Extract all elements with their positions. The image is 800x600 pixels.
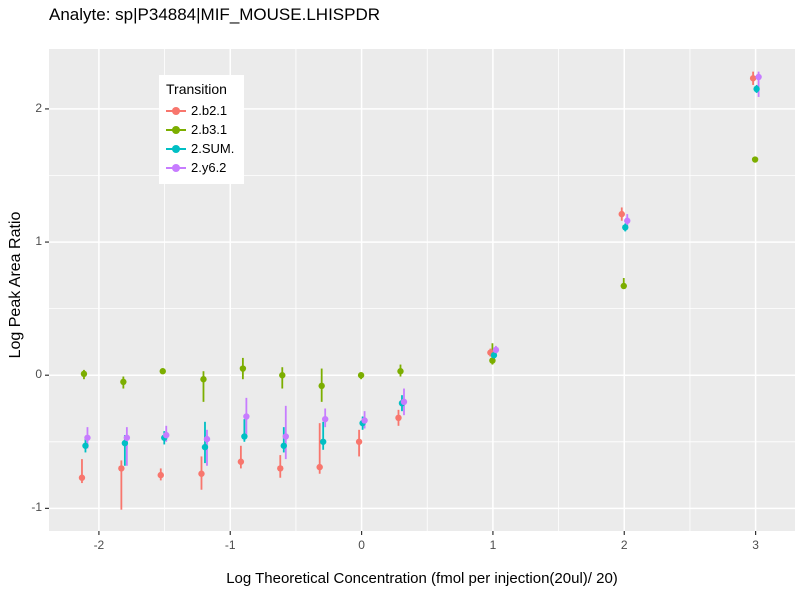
y-tick-label: 2 — [35, 100, 42, 115]
data-point — [239, 365, 247, 372]
data-point — [357, 372, 365, 379]
data-point — [118, 465, 125, 472]
data-point — [749, 75, 757, 82]
data-point — [120, 378, 127, 386]
data-point — [282, 433, 289, 440]
data-point — [200, 376, 207, 383]
legend-item-label: 2.SUM. — [191, 141, 235, 156]
data-point — [321, 415, 329, 423]
legend-key-icon — [166, 123, 186, 137]
data-point — [78, 474, 86, 481]
x-axis-label: Log Theoretical Concentration (fmol per … — [226, 570, 618, 587]
legend-key-icon — [166, 104, 186, 118]
data-point — [751, 156, 759, 163]
data-point — [82, 442, 89, 449]
data-point — [84, 434, 91, 441]
legend-key-icon — [166, 142, 186, 156]
data-point — [198, 470, 205, 477]
data-point — [280, 442, 287, 449]
y-tick-label: 0 — [35, 367, 42, 382]
x-tick-label: -1 — [224, 538, 236, 552]
data-point — [753, 85, 760, 93]
data-point — [490, 352, 498, 359]
legend-item: 2.SUM. — [166, 139, 234, 158]
data-point — [618, 210, 625, 218]
legend-key-icon — [166, 161, 186, 175]
data-point — [243, 413, 250, 420]
data-point — [400, 398, 408, 406]
data-point — [489, 357, 496, 364]
data-point — [361, 417, 368, 424]
data-point — [355, 438, 363, 445]
x-tick-label: -2 — [93, 538, 105, 552]
data-point — [163, 431, 170, 439]
legend-item-label: 2.b2.1 — [191, 103, 228, 118]
data-point — [397, 368, 404, 375]
legend-item: 2.b2.1 — [166, 101, 234, 120]
data-point — [159, 368, 166, 375]
data-point — [121, 439, 129, 447]
data-point — [395, 414, 402, 422]
data-point — [319, 438, 327, 445]
data-point — [237, 458, 245, 465]
data-point — [620, 282, 627, 290]
y-tick-label: 1 — [35, 234, 42, 249]
data-point — [624, 217, 631, 224]
x-tick-label: 0 — [358, 538, 365, 552]
legend-item-label: 2.y6.2 — [191, 160, 227, 175]
data-point — [755, 73, 762, 81]
data-point — [622, 224, 629, 231]
data-point — [316, 463, 323, 471]
data-point — [492, 346, 500, 354]
plot-title: Analyte: sp|P34884|MIF_MOUSE.LHISPDR — [49, 5, 381, 24]
data-point — [203, 435, 211, 443]
data-point — [157, 471, 164, 479]
y-tick-label: -1 — [31, 500, 42, 515]
legend: Transition 2.b2.1 2.b3.1 2.SUM. 2.y6.2 — [159, 75, 245, 184]
data-point — [279, 372, 286, 379]
data-point — [241, 433, 248, 440]
legend-items: 2.b2.1 2.b3.1 2.SUM. 2.y6.2 — [166, 101, 234, 177]
data-point — [80, 370, 88, 378]
legend-title: Transition — [166, 81, 227, 97]
legend-item: 2.b3.1 — [166, 120, 234, 139]
x-tick-label: 1 — [489, 538, 497, 552]
data-point — [318, 382, 325, 390]
legend-item-label: 2.b3.1 — [191, 122, 228, 137]
data-point — [201, 443, 209, 451]
data-point — [123, 434, 131, 441]
x-tick-label: 2 — [620, 538, 628, 552]
x-tick-label: 3 — [752, 538, 759, 552]
data-point — [277, 465, 284, 472]
legend-item: 2.y6.2 — [166, 158, 234, 177]
